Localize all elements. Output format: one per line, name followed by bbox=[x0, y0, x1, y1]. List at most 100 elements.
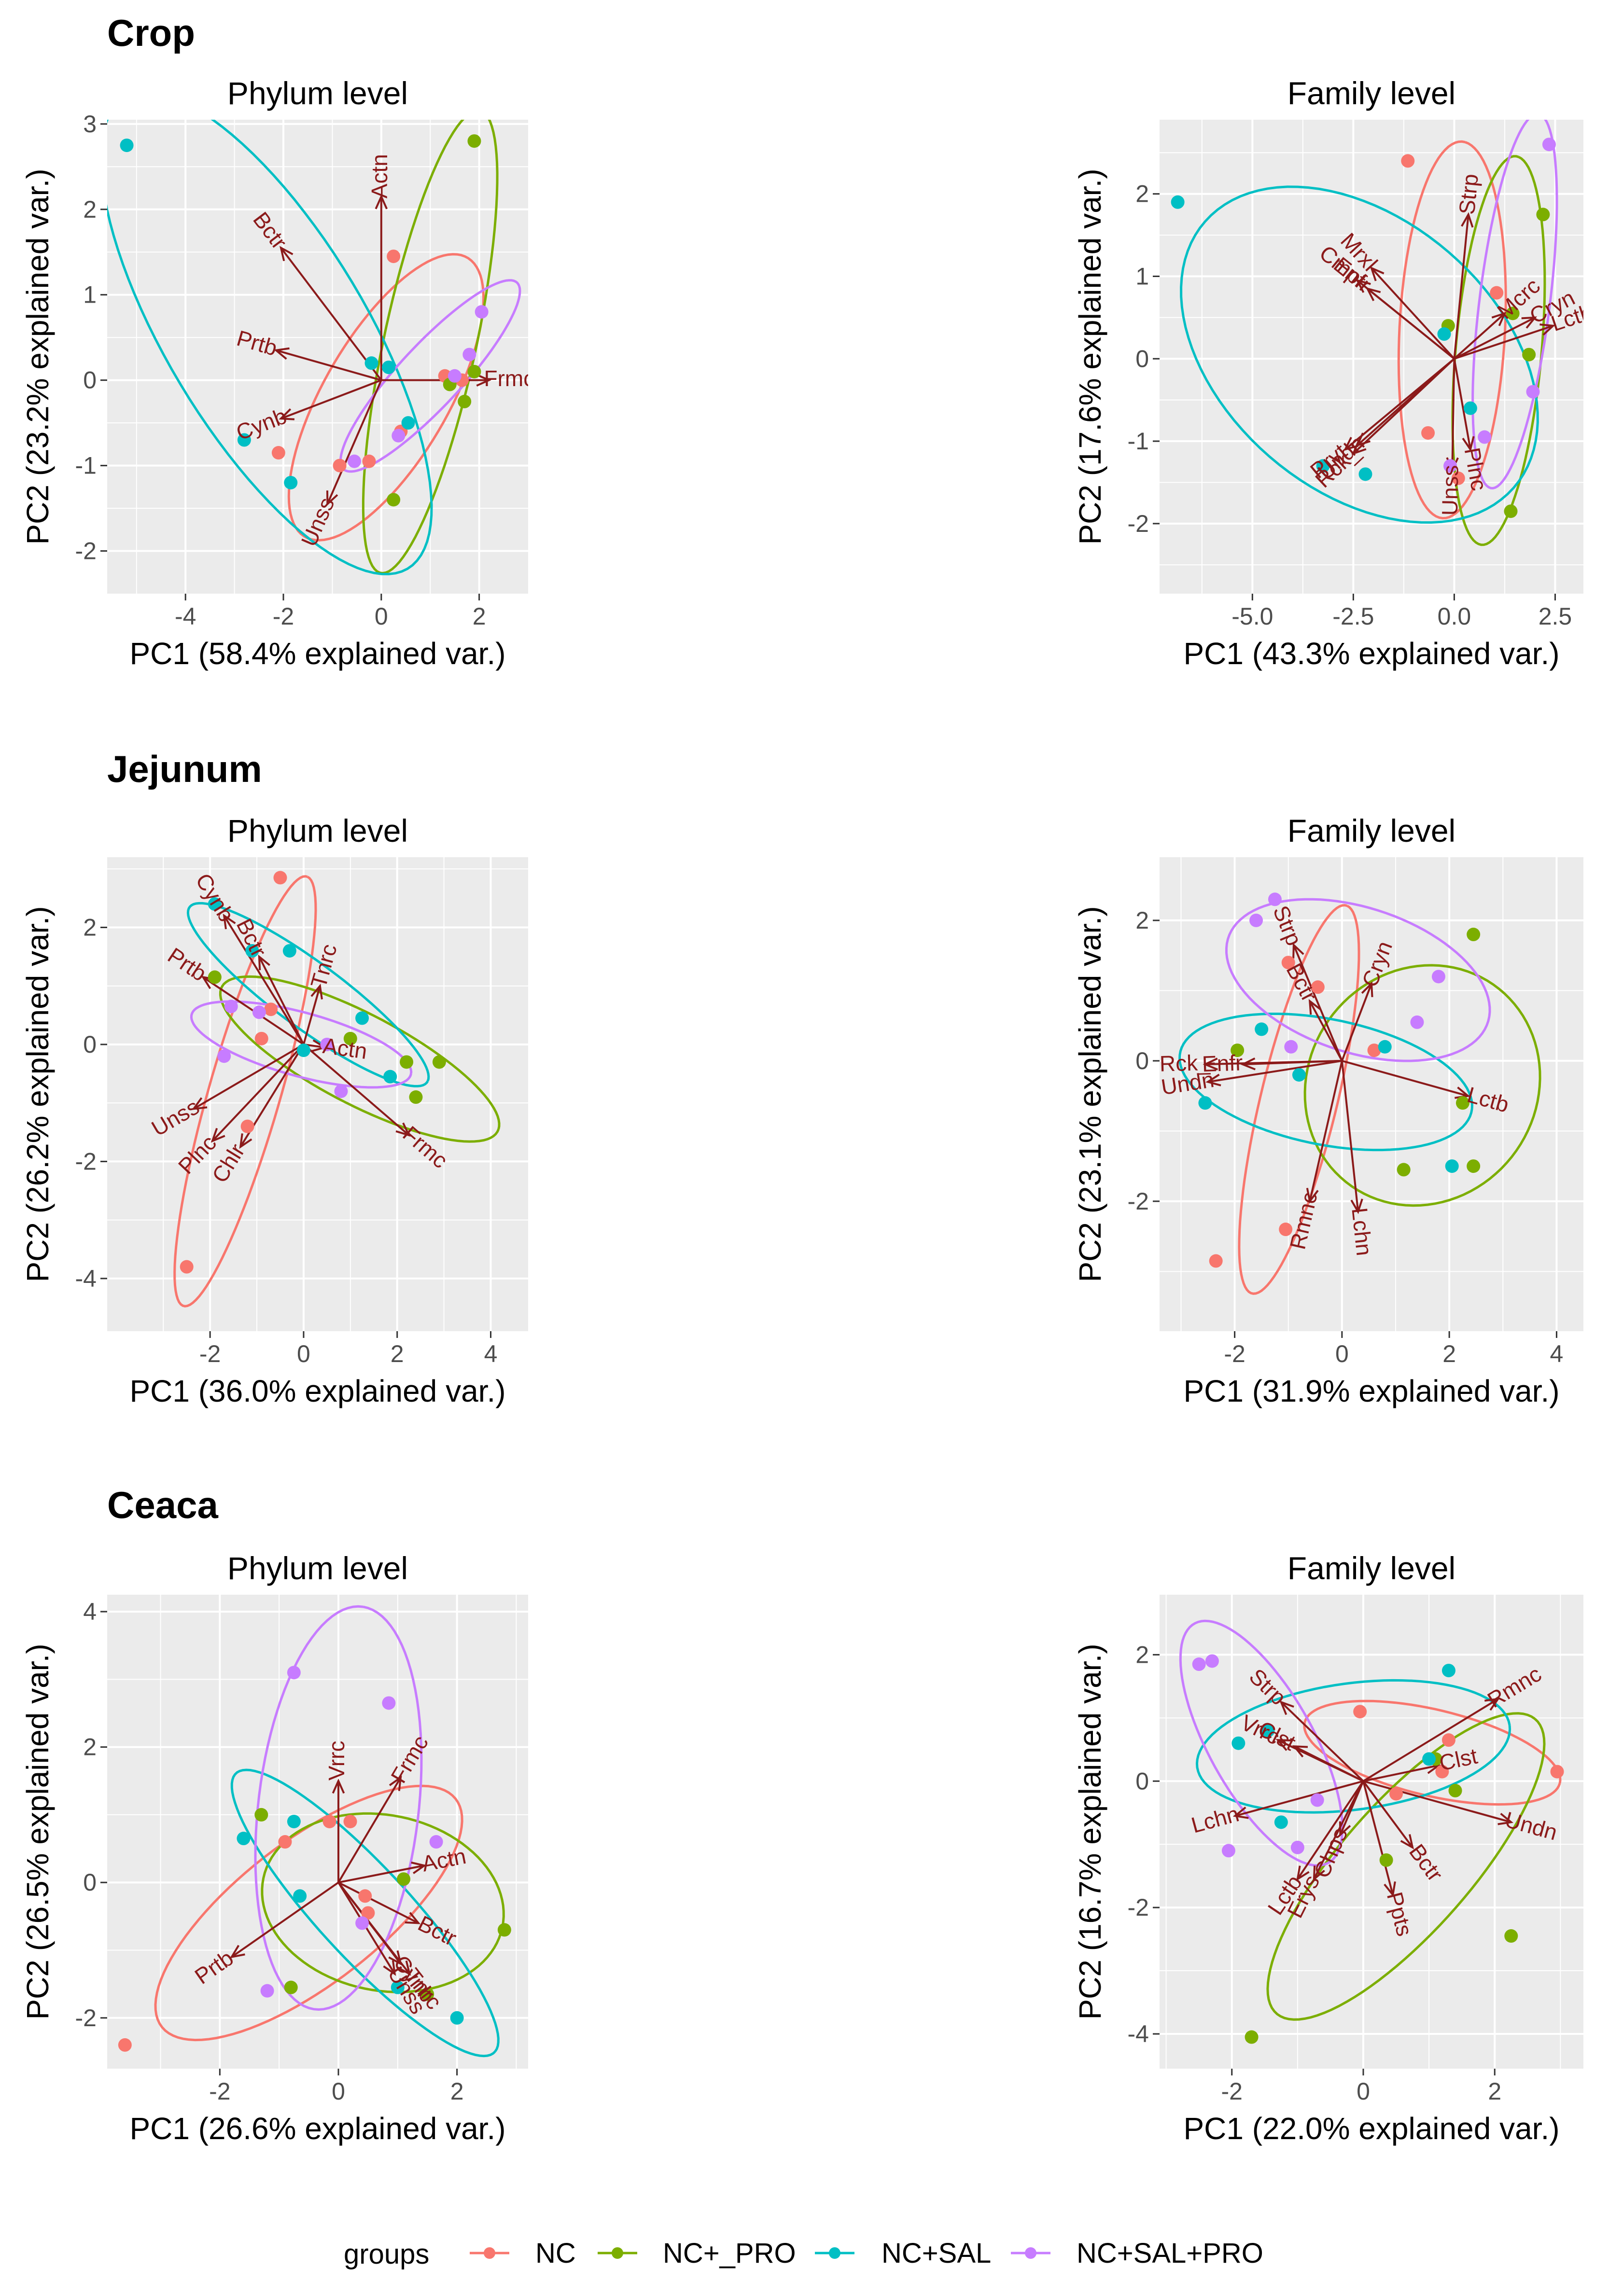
vector-arrowhead bbox=[1279, 1700, 1294, 1715]
point-nc-pro bbox=[1504, 1929, 1518, 1943]
x-tick-label: -2.5 bbox=[1332, 603, 1374, 630]
vector-label-actn: Actn bbox=[322, 1033, 369, 1064]
vector-rck bbox=[1353, 358, 1455, 455]
vector-ppts bbox=[1362, 1781, 1394, 1895]
point-nc-pro bbox=[400, 1055, 414, 1069]
point-nc-sal-pro bbox=[1431, 970, 1445, 984]
vector-arrowhead bbox=[1355, 278, 1371, 293]
point-nc-sal-pro bbox=[1410, 1015, 1424, 1029]
y-tick-label: 2 bbox=[1135, 181, 1149, 208]
legend-key-dot bbox=[484, 2247, 495, 2259]
loading-vectors bbox=[1203, 943, 1470, 1214]
y-tick-label: -4 bbox=[75, 1265, 97, 1292]
ellipse-nc bbox=[173, 875, 317, 1308]
vector-label-strp: Strp bbox=[1454, 173, 1483, 216]
x-tick-label: 2 bbox=[391, 1340, 404, 1367]
point-nc-sal-pro bbox=[1284, 1040, 1298, 1054]
point-nc-pro bbox=[497, 1923, 511, 1937]
vector-arrowhead bbox=[375, 194, 388, 209]
point-nc-sal-pro bbox=[287, 1666, 301, 1680]
x-tick-label: 2 bbox=[450, 2078, 464, 2105]
y-axis-title: PC2 (23.1% explained var.) bbox=[1073, 906, 1107, 1282]
vector-arrowhead bbox=[1203, 1058, 1218, 1071]
x-tick-label: 0 bbox=[375, 603, 388, 630]
point-nc-sal bbox=[282, 944, 296, 958]
vector-arrowhead bbox=[310, 983, 323, 1000]
vector-lchn bbox=[1235, 1780, 1364, 1817]
point-nc-sal-pro bbox=[217, 1049, 231, 1063]
point-nc bbox=[1279, 1223, 1293, 1237]
ellipse-nc-sal bbox=[186, 902, 430, 1087]
ellipse-nc-sal bbox=[1180, 185, 1539, 524]
ellipse-nc-sal-pro bbox=[1471, 120, 1558, 490]
ellipse-nc-sal-pro bbox=[1225, 898, 1491, 1062]
point-nc bbox=[358, 1889, 372, 1903]
legend-label: NC bbox=[535, 2238, 576, 2269]
point-nc-pro bbox=[397, 1872, 411, 1886]
vector-tnrc bbox=[303, 986, 321, 1045]
x-tick-label: -4 bbox=[175, 603, 196, 630]
point-nc bbox=[1401, 154, 1415, 168]
vector-arrowhead bbox=[274, 347, 290, 360]
vector-arrowhead bbox=[1484, 1698, 1500, 1711]
ellipse-nc-pro bbox=[1303, 964, 1541, 1207]
ellipse-nc-pro bbox=[261, 1812, 505, 1993]
vector-bctr bbox=[280, 247, 382, 381]
x-axis-title: PC1 (31.9% explained var.) bbox=[1183, 1374, 1559, 1408]
x-tick-label: -2 bbox=[209, 2078, 230, 2105]
point-nc-pro bbox=[1536, 208, 1550, 222]
vector-mrxl bbox=[1371, 267, 1455, 360]
ellipse-nc-sal bbox=[230, 1768, 500, 2058]
point-nc bbox=[387, 250, 401, 264]
y-tick-label: 0 bbox=[1135, 345, 1149, 372]
legend-label: NC+_PRO bbox=[663, 2238, 796, 2269]
y-tick-label: 1 bbox=[1135, 263, 1149, 290]
vector-label-rck: Rck_ bbox=[1159, 1050, 1211, 1076]
point-nc-sal-pro bbox=[462, 348, 476, 362]
point-nc-sal-pro bbox=[1290, 1840, 1304, 1854]
vector-arrowhead bbox=[239, 1133, 252, 1149]
point-nc-sal-pro bbox=[1249, 913, 1263, 927]
panel-background bbox=[107, 120, 528, 594]
vector-label-unss: Unss bbox=[1437, 465, 1463, 516]
x-axis-title: PC1 (43.3% explained var.) bbox=[1183, 636, 1559, 671]
vector-arrowhead bbox=[1292, 1745, 1308, 1758]
vector-label-frmc: Frmc bbox=[484, 366, 535, 391]
vector-arrowhead bbox=[1240, 1058, 1256, 1071]
ellipse-nc-sal bbox=[1195, 1679, 1511, 1814]
legend-key-dot bbox=[1025, 2247, 1036, 2259]
point-nc-pro bbox=[467, 134, 481, 148]
x-tick-label: 4 bbox=[484, 1340, 498, 1367]
x-tick-label: 2 bbox=[473, 603, 486, 630]
point-nc-sal bbox=[1358, 467, 1372, 481]
point-nc-sal bbox=[1437, 327, 1451, 341]
vector-strp bbox=[1280, 1701, 1364, 1782]
y-tick-label: 2 bbox=[83, 1734, 97, 1761]
point-nc bbox=[1311, 980, 1325, 994]
y-tick-label: 0 bbox=[83, 1031, 97, 1058]
y-tick-label: -2 bbox=[75, 1148, 97, 1175]
point-nc-pro bbox=[1506, 306, 1520, 320]
point-nc-sal-pro bbox=[1221, 1844, 1235, 1858]
point-nc-sal bbox=[120, 139, 134, 153]
point-nc-sal bbox=[383, 1070, 397, 1084]
point-nc-sal-pro bbox=[1192, 1657, 1206, 1671]
vector-actn bbox=[338, 1865, 425, 1884]
vector-arrowhead bbox=[389, 1775, 402, 1791]
vector-lchn bbox=[1341, 1060, 1359, 1212]
vector-arrowhead bbox=[1539, 323, 1555, 336]
vector-arrowhead bbox=[192, 1097, 208, 1110]
panel-background bbox=[1160, 120, 1583, 594]
vector-arrowhead bbox=[1365, 287, 1381, 301]
y-tick-label: 0 bbox=[83, 367, 97, 394]
point-nc-pro bbox=[432, 1055, 446, 1069]
point-nc-pro bbox=[420, 1987, 434, 2001]
vector-arrowhead bbox=[1461, 212, 1474, 228]
y-tick-label: -2 bbox=[75, 2004, 97, 2032]
vector-bctr bbox=[338, 1881, 419, 1924]
point-nc-sal-pro bbox=[260, 1984, 274, 1998]
point-nc-pro bbox=[458, 394, 472, 408]
vector-arrowhead bbox=[1205, 1073, 1221, 1086]
y-tick-label: 0 bbox=[83, 1869, 97, 1896]
point-nc-sal-pro bbox=[1478, 430, 1492, 444]
